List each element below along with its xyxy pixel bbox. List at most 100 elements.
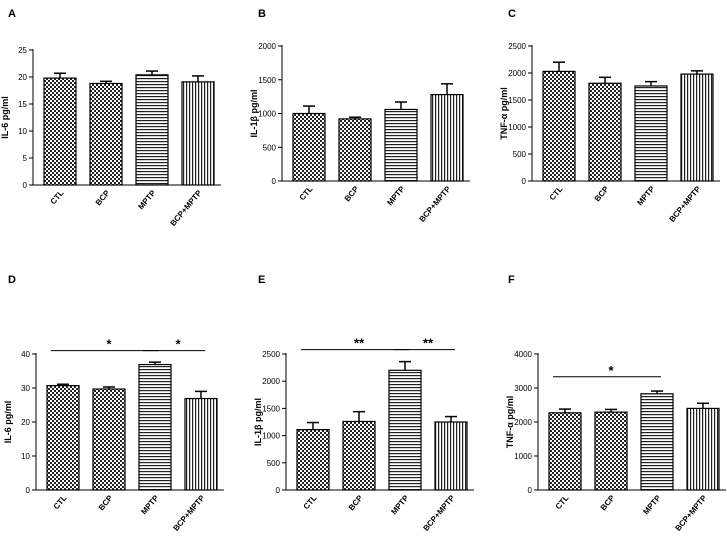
x-tick-label: MPTP [136, 188, 158, 211]
y-tick-label: 2500 [508, 42, 526, 51]
panel-label: C [508, 8, 516, 20]
y-tick-label: 5 [23, 154, 28, 163]
y-tick-label: 0 [23, 181, 28, 190]
bar-bcp-mptp [181, 81, 215, 186]
x-tick-label: BCP+MPTP [667, 184, 702, 224]
bar-ctl [296, 429, 330, 491]
panel-label: B [258, 8, 266, 20]
bar-ctl [542, 70, 576, 182]
y-axis-title: TNF-α pg/ml [505, 396, 515, 449]
bar-mptp [384, 108, 418, 182]
chart-panel-d: D 0 10 20 30 40 IL-6 pg/ml CTL BCP MPTP BCP+MPTP * * [3, 274, 224, 533]
x-tick-label: MPTP [139, 493, 161, 516]
y-axis-title: IL-6 pg/ml [3, 401, 13, 444]
panel-label: E [258, 274, 265, 286]
y-tick-label: 1000 [508, 123, 526, 132]
x-tick-label: BCP+MPTP [171, 493, 206, 533]
x-tick-label: MPTP [389, 493, 411, 516]
bar-mptp [135, 74, 169, 186]
y-tick-label: 0 [522, 177, 527, 186]
y-tick-label: 2000 [258, 42, 276, 51]
significance-marker: * [106, 337, 112, 352]
y-tick-label: 4000 [514, 350, 532, 359]
y-tick-label: 10 [21, 452, 30, 461]
bar-bcp-mptp [430, 93, 464, 182]
y-tick-label: 1000 [514, 452, 532, 461]
x-tick-label: CTL [548, 184, 565, 202]
x-tick-label: CTL [52, 493, 69, 511]
y-tick-label: 0 [276, 486, 281, 495]
panel-label: F [508, 274, 515, 286]
bar-bcp [338, 118, 372, 182]
y-axis-title: TNF-α pg/ml [499, 87, 509, 140]
y-tick-label: 25 [18, 46, 27, 55]
y-tick-label: 30 [21, 384, 30, 393]
bar-mptp [388, 369, 422, 491]
significance-marker: ** [354, 336, 365, 351]
y-tick-label: 3000 [514, 384, 532, 393]
x-tick-label: BCP+MPTP [421, 493, 456, 533]
bar-bcp-mptp [184, 397, 218, 491]
x-tick-label: BCP [347, 493, 365, 512]
bar-bcp [92, 388, 126, 491]
y-tick-label: 0 [272, 177, 277, 186]
x-tick-label: BCP [343, 184, 361, 203]
bar-ctl [43, 77, 77, 186]
x-tick-label: BCP+MPTP [417, 184, 452, 224]
y-tick-label: 500 [267, 459, 281, 468]
x-tick-label: CTL [49, 188, 66, 206]
bar-ctl [548, 412, 582, 491]
bar-mptp [634, 85, 668, 182]
y-tick-label: 1500 [258, 76, 276, 85]
bar-bcp-mptp [680, 73, 714, 182]
x-tick-label: MPTP [385, 184, 407, 207]
bar-bcp [588, 82, 622, 182]
x-tick-label: CTL [298, 184, 315, 202]
chart-panel-a: A 0 5 10 15 20 25 IL-6 pg/ml CTL BCP MPTP BCP+MPTP [0, 8, 221, 228]
x-tick-label: CTL [554, 493, 571, 511]
y-tick-label: 20 [18, 73, 27, 82]
panel-label: A [8, 8, 16, 20]
x-tick-label: CTL [302, 493, 319, 511]
chart-panel-c: C 0 500 1000 1500 2000 2500 TNF-α pg/ml CTL BCP MP… [499, 8, 720, 224]
x-tick-label: MPTP [641, 493, 663, 516]
y-tick-label: 2000 [508, 69, 526, 78]
bar-mptp [138, 363, 172, 491]
y-tick-label: 500 [513, 150, 527, 159]
x-tick-label: BCP+MPTP [168, 188, 203, 228]
bar-bcp [594, 411, 628, 491]
y-tick-label: 10 [18, 127, 27, 136]
y-tick-label: 15 [18, 100, 27, 109]
bar-bcp-mptp [434, 421, 468, 491]
y-tick-label: 2000 [514, 418, 532, 427]
y-tick-label: 1000 [262, 432, 280, 441]
bar-bcp-mptp [686, 407, 720, 491]
bar-ctl [292, 112, 326, 182]
chart-panel-f: F 0 1000 2000 3000 4000 TNF-α pg/ml CTL BCP MPTP B… [505, 274, 726, 533]
x-tick-label: BCP [94, 188, 112, 207]
x-tick-label: BCP [599, 493, 617, 512]
significance-marker: * [175, 337, 181, 352]
y-tick-label: 20 [21, 418, 30, 427]
x-tick-label: BCP+MPTP [673, 493, 708, 533]
y-tick-label: 1500 [262, 404, 280, 413]
significance-marker: * [608, 363, 614, 378]
y-tick-label: 500 [263, 143, 277, 152]
y-axis-title: IL-1β pg/ml [253, 398, 263, 446]
y-tick-label: 0 [26, 486, 31, 495]
y-tick-label: 40 [21, 350, 30, 359]
y-axis-title: IL-1β pg/ml [249, 90, 259, 138]
bar-mptp [640, 393, 674, 491]
chart-panel-e: E 0 500 1000 1500 2000 2500 IL-1β pg/ml CTL BCP MP… [253, 274, 474, 533]
bar-ctl [46, 385, 80, 491]
x-tick-label: BCP [593, 184, 611, 203]
y-tick-label: 1000 [258, 110, 276, 119]
y-tick-label: 0 [528, 486, 533, 495]
y-axis-title: IL-6 pg/ml [0, 96, 10, 139]
x-tick-label: BCP [97, 493, 115, 512]
bar-bcp [89, 82, 123, 186]
panel-label: D [8, 274, 16, 286]
chart-panel-b: B 0 500 1000 1500 2000 IL-1β pg/ml CTL BCP MPTP BC… [249, 8, 470, 224]
y-tick-label: 2000 [262, 377, 280, 386]
